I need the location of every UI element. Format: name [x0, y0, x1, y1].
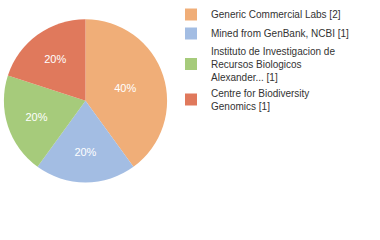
svg-text:20%: 20%: [44, 53, 66, 65]
svg-text:Centre for BiodiversityGenomic: Centre for BiodiversityGenomics [1]: [211, 88, 309, 112]
svg-text:Instituto de Investigacion deR: Instituto de Investigacion deRecursos Bi…: [211, 46, 335, 83]
svg-text:20%: 20%: [74, 146, 96, 158]
svg-text:20%: 20%: [26, 111, 48, 123]
svg-text:40%: 40%: [114, 82, 136, 94]
svg-text:Mined from GenBank, NCBI [1]: Mined from GenBank, NCBI [1]: [211, 28, 349, 39]
svg-text:Generic Commercial Labs [2]: Generic Commercial Labs [2]: [211, 9, 341, 20]
